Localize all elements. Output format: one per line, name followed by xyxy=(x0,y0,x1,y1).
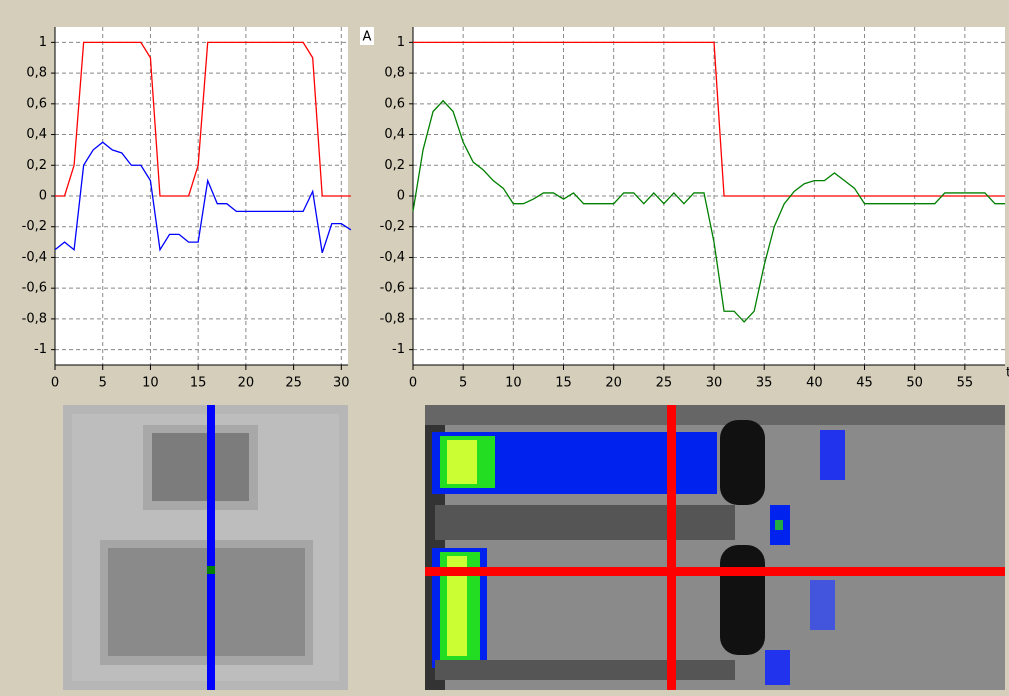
x-tick-label: 30 xyxy=(333,376,350,391)
screen: 10,80,60,40,20-0,2-0,4-0,6-0,8-105101520… xyxy=(0,0,1009,696)
x-tick-label: 45 xyxy=(856,376,873,391)
x-tick-label: 15 xyxy=(555,376,572,391)
y-tick-label: 0 xyxy=(397,189,405,204)
y-tick-label: 0 xyxy=(39,189,47,204)
y-tick-label: 0,4 xyxy=(26,127,47,142)
y-tick-label: -0,4 xyxy=(380,250,405,265)
x-tick-label: 55 xyxy=(957,376,974,391)
y-tick-label: 0,2 xyxy=(26,158,47,173)
x-tick-label: 0 xyxy=(409,376,417,391)
x-tick-label: 0 xyxy=(51,376,59,391)
x-tick-label: 50 xyxy=(906,376,923,391)
y-tick-label: 1 xyxy=(39,35,47,50)
y-tick-label: -0,6 xyxy=(380,281,405,296)
y-tick-label: -0,8 xyxy=(22,311,47,326)
x-tick-label: 5 xyxy=(459,376,467,391)
x-tick-label: 10 xyxy=(142,376,159,391)
y-tick-label: 0,4 xyxy=(384,127,405,142)
y-tick-label: 0,8 xyxy=(384,66,405,81)
x-tick-label: 5 xyxy=(99,376,107,391)
x-tick-label: 15 xyxy=(190,376,207,391)
y-axis-label: A xyxy=(363,30,372,45)
y-tick-label: -0,2 xyxy=(380,219,405,234)
x-tick-label: 10 xyxy=(505,376,522,391)
x-tick-label: 20 xyxy=(605,376,622,391)
y-tick-label: -0,8 xyxy=(380,311,405,326)
x-tick-label: 25 xyxy=(656,376,673,391)
y-tick-label: -1 xyxy=(34,342,47,357)
y-tick-label: -0,2 xyxy=(22,219,47,234)
y-tick-label: 0,2 xyxy=(384,158,405,173)
right-image xyxy=(425,405,1005,690)
x-tick-label: 35 xyxy=(756,376,773,391)
x-tick-label: 20 xyxy=(238,376,255,391)
x-tick-label: 40 xyxy=(806,376,823,391)
left-image xyxy=(63,405,348,690)
y-tick-label: 0,6 xyxy=(26,96,47,111)
y-tick-label: 0,6 xyxy=(384,96,405,111)
y-tick-label: -0,6 xyxy=(22,281,47,296)
y-tick-label: -1 xyxy=(392,342,405,357)
y-tick-label: 1 xyxy=(397,35,405,50)
y-tick-label: -0,4 xyxy=(22,250,47,265)
x-tick-label: 25 xyxy=(285,376,302,391)
y-tick-label: 0,8 xyxy=(26,66,47,81)
x-tick-label: 30 xyxy=(706,376,723,391)
